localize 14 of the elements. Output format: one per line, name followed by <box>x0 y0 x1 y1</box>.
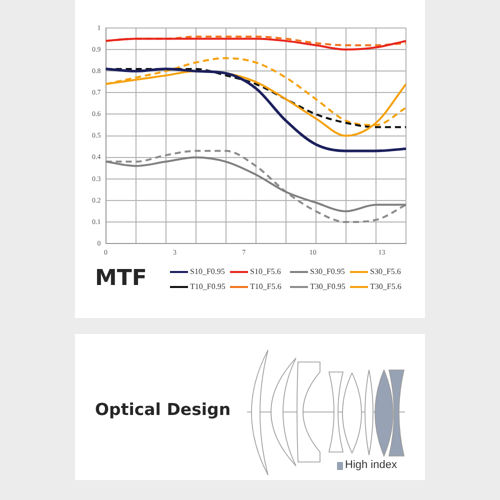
text: High index <box>345 459 397 472</box>
line-series <box>106 68 406 152</box>
legend-label: T30_F5.6 <box>370 282 402 291</box>
legend-label: S10_F0.95 <box>190 267 225 276</box>
legend-label: T10_F5.6 <box>250 282 282 291</box>
legend-label: S10_F5.6 <box>250 267 281 276</box>
text: MTF <box>95 266 147 292</box>
legend-label: T10_F0.95 <box>190 282 226 291</box>
line-series <box>106 150 406 224</box>
legend-label: S30_F5.6 <box>370 267 401 276</box>
line-series <box>106 38 406 51</box>
text: Optical Design <box>95 399 231 421</box>
legend-label: T30_F0.95 <box>310 282 346 291</box>
legend-label: S30_F0.95 <box>310 267 345 276</box>
